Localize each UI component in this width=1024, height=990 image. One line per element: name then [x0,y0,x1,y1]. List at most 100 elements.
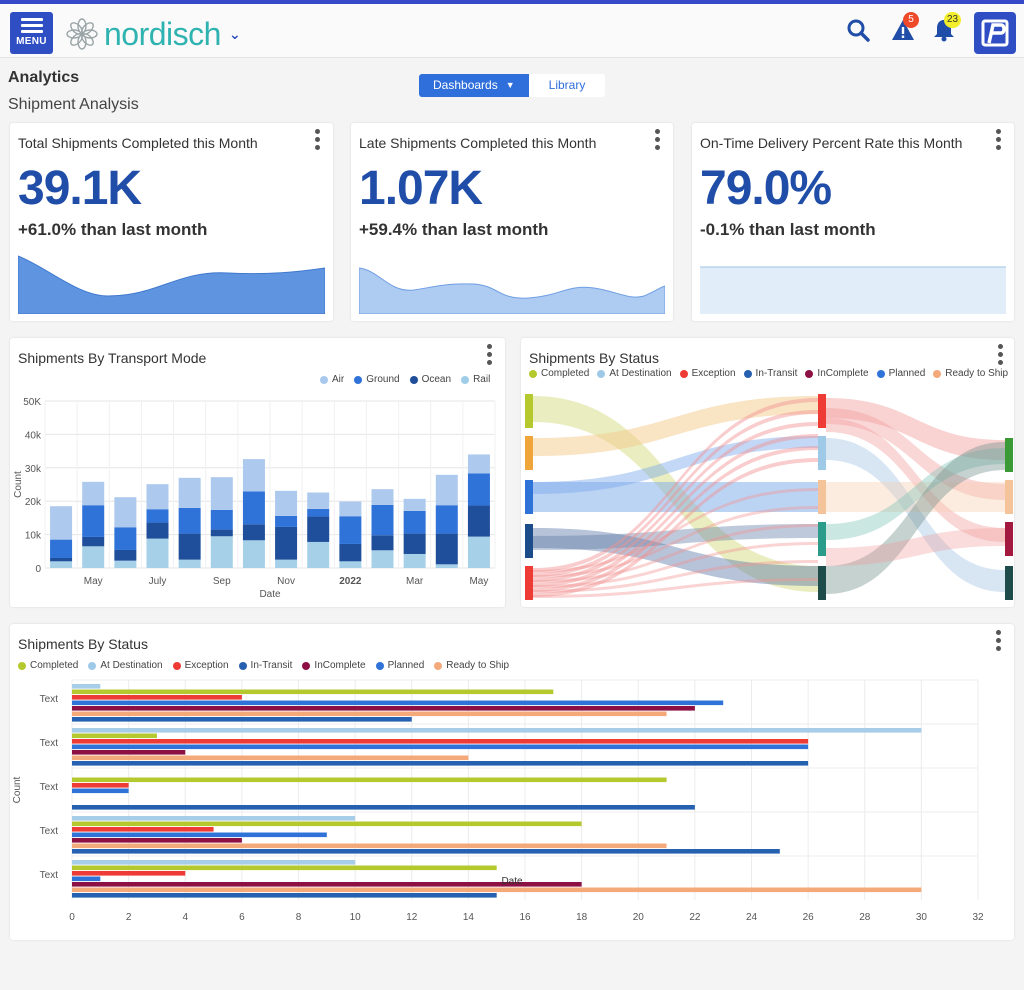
legend-label: Air [332,374,345,385]
bar [72,777,667,783]
bar [72,838,242,843]
dashboards-dropdown[interactable]: Dashboards ▼ [419,74,529,97]
legend-item[interactable]: Ready to Ship [933,368,1008,379]
legend-swatch [679,369,688,378]
x-tick-label: Mar [406,576,424,587]
kpi-value: 1.07K [359,162,483,215]
bar-segment [50,539,73,558]
more-options-icon[interactable] [485,344,493,368]
legend-item[interactable]: Ready to Ship [434,660,509,671]
legend-item[interactable]: InComplete [805,368,869,379]
bar-segment [210,509,233,530]
sankey-node [1005,438,1013,472]
menu-button[interactable]: MENU [10,12,53,54]
app-launcher-button[interactable] [974,12,1016,54]
legend-item[interactable]: Planned [375,660,424,671]
notifications-button[interactable]: 23 [932,12,962,47]
brand-switcher[interactable]: nordisch ⌄ [66,14,241,54]
bar-segment [114,549,137,561]
legend-item[interactable]: At Destination [88,660,163,671]
kpi-title: On-Time Delivery Percent Rate this Month [700,135,963,151]
legend-item[interactable]: Rail [461,374,490,385]
sankey-node [818,480,826,514]
x-tick-label: Sep [213,576,231,587]
bar-segment [50,561,73,568]
flow-link [826,418,1005,542]
flow-link [533,578,818,598]
legend-item[interactable]: Exception [172,660,229,671]
view-toggle: Dashboards ▼ Library [419,74,606,97]
status-bars-card: Shipments By Status Completed At Destinat… [10,624,1014,940]
flow-link [533,482,818,512]
bar-segment [146,484,169,510]
bar-segment [50,506,73,540]
legend-item[interactable]: At Destination [597,368,672,379]
bar [72,733,157,739]
legend-item[interactable]: Exception [679,368,736,379]
legend-item[interactable]: In-Transit [743,368,797,379]
legend-item[interactable]: In-Transit [238,660,292,671]
kpi-sparkline [700,266,1006,314]
y-tick-label: 20k [25,497,42,508]
legend-item[interactable]: Ocean [409,374,451,385]
bar-segment [242,491,265,525]
legend-item[interactable]: InComplete [302,660,366,671]
flow-link [533,524,818,550]
status-flow-legend: Completed At Destination Exception In-Trans… [529,368,1008,379]
alerts-button[interactable]: 5 [891,12,919,47]
more-options-icon[interactable] [994,630,1002,654]
transport-legend: Air Ground Ocean Rail [320,374,490,385]
bar-segment [146,538,169,568]
x-axis-label: Date [259,589,281,600]
bar [72,893,497,898]
x-tick-label: 12 [406,912,418,923]
flow-link [533,524,818,583]
flow-link [826,528,1005,566]
kpi-card-late: Late Shipments Completed this Month 1.07… [351,123,673,321]
x-tick-label: 2022 [339,576,362,587]
legend-swatch [18,661,26,670]
bar-segment [178,477,201,508]
legend-item[interactable]: Air [320,374,344,385]
flow-link [533,528,818,586]
bar-segment [275,526,298,560]
bar-segment [242,459,265,492]
flow-link [826,398,1005,460]
more-options-icon[interactable] [996,344,1004,368]
status-flow-card: Shipments By Status Completed At Destinat… [521,338,1014,607]
bar [72,816,356,821]
more-options-icon[interactable] [653,129,661,153]
top-bar: MENU nordisch ⌄ 5 [0,0,1024,58]
more-options-icon[interactable] [994,129,1002,153]
sankey-node [525,524,533,558]
bar-segment [82,546,105,568]
bar-segment [435,505,458,534]
legend-item[interactable]: Completed [18,660,78,671]
x-axis-label: Date [501,876,523,887]
x-tick-label: May [469,576,488,587]
y-tick-label: Text [40,694,59,705]
search-button[interactable] [846,18,870,47]
bar [72,843,667,849]
bar-segment [146,522,169,539]
flow-link [826,442,1005,594]
bar-segment [371,535,394,551]
legend-swatch [434,661,443,670]
bar-segment [307,516,330,542]
x-tick-label: July [149,576,167,587]
library-tab[interactable]: Library [528,74,606,97]
bar-segment [403,510,426,534]
bar [72,684,101,689]
kpi-value: 39.1K [18,162,142,215]
bar-segment [178,559,201,568]
legend-item[interactable]: Planned [876,368,925,379]
legend-item[interactable]: Ground [354,374,400,385]
more-options-icon[interactable] [313,129,321,153]
bar [72,805,695,810]
sankey-node [525,394,533,428]
legend-item[interactable]: Completed [529,368,589,379]
flow-link [826,482,1005,512]
brand-name: nordisch [104,15,221,52]
bar-segment [403,498,426,511]
x-tick-label: 8 [296,912,302,923]
